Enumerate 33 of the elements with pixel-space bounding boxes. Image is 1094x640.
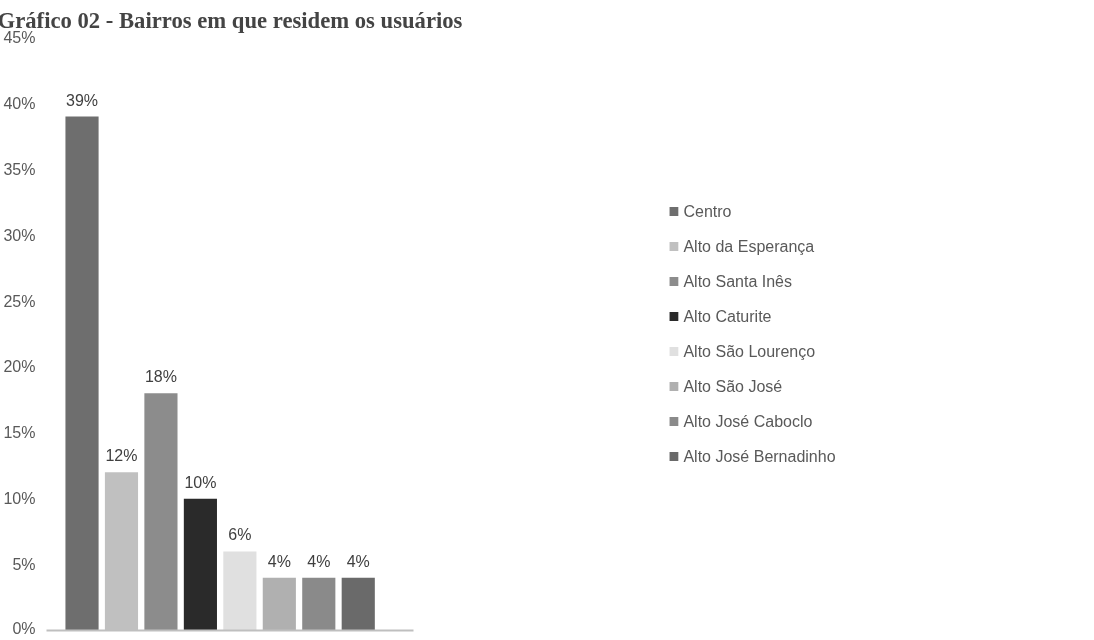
data-label: 6% bbox=[228, 526, 252, 544]
bar bbox=[302, 577, 336, 631]
legend-label: Alto José Caboclo bbox=[683, 412, 813, 430]
data-label: 18% bbox=[144, 368, 177, 386]
y-tick-label: 15% bbox=[3, 424, 36, 442]
data-label: 12% bbox=[105, 447, 138, 465]
y-tick-label: 30% bbox=[3, 226, 36, 244]
bar bbox=[183, 498, 217, 631]
legend-label: Alto Caturite bbox=[683, 307, 772, 325]
y-tick-label: 45% bbox=[3, 29, 36, 46]
y-tick-label: 0% bbox=[12, 619, 36, 637]
data-label: 10% bbox=[184, 473, 217, 491]
data-label: 4% bbox=[307, 552, 331, 570]
legend-label: Centro bbox=[683, 202, 732, 220]
y-tick-label: 35% bbox=[3, 160, 36, 178]
bar bbox=[341, 577, 375, 631]
legend-label: Alto Santa Inês bbox=[683, 272, 792, 290]
legend-label: Alto São José bbox=[683, 377, 783, 395]
data-label: 39% bbox=[66, 91, 99, 109]
data-label: 4% bbox=[267, 552, 291, 570]
legend-label: Alto José Bernadinho bbox=[683, 447, 836, 465]
bar bbox=[262, 577, 296, 631]
y-tick-label: 40% bbox=[3, 94, 36, 112]
bar bbox=[223, 551, 257, 631]
y-tick-label: 5% bbox=[12, 556, 36, 574]
data-label: 4% bbox=[346, 552, 370, 570]
y-tick-label: 10% bbox=[3, 490, 36, 508]
bar bbox=[65, 116, 99, 631]
legend-label: Alto São Lourenço bbox=[683, 342, 816, 360]
y-tick-label: 20% bbox=[3, 358, 36, 376]
y-tick-label: 25% bbox=[3, 292, 36, 310]
legend-label: Alto da Esperança bbox=[683, 237, 815, 255]
bar bbox=[144, 393, 178, 631]
